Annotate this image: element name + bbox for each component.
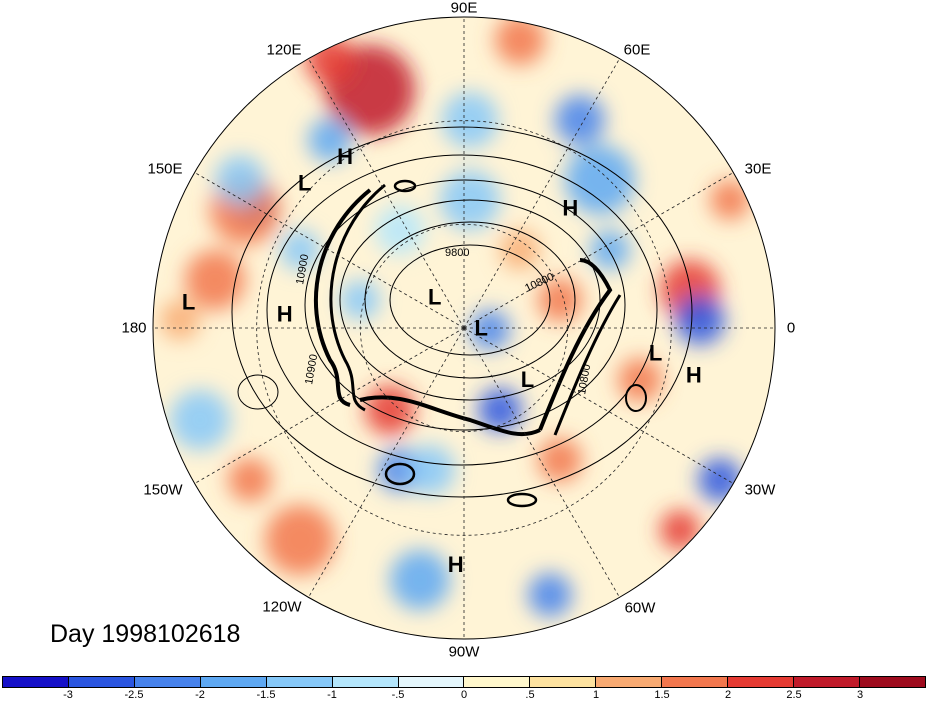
meridian-line: [463, 172, 734, 329]
lon-label-60e: 60E: [623, 41, 651, 59]
anomaly-blob: [170, 390, 230, 450]
anomaly-blob: [590, 230, 630, 270]
colorbar-tick-label: -2: [195, 689, 205, 701]
colorbar-tick-label: 2: [724, 689, 732, 701]
lon-label-150e: 150E: [147, 160, 183, 178]
colorbar-swatch: [530, 677, 597, 687]
lon-label-120e: 120E: [266, 41, 302, 59]
anomaly-blob: [215, 155, 265, 205]
anomaly-blob: [365, 385, 415, 435]
low-pressure-label: L: [521, 367, 534, 392]
height-contours: 9800 10800 10800 10900 10900: [231, 126, 693, 508]
anomaly-blob: [710, 180, 750, 220]
low-pressure-label: L: [428, 284, 441, 309]
colorbar-tick-label: 2.5: [786, 689, 802, 701]
colorbar-swatch: [728, 677, 795, 687]
colorbar-swatch: [794, 677, 860, 687]
contour-label: 10800: [576, 363, 593, 395]
colorbar-swatch: [662, 677, 729, 687]
map-boundary: [152, 16, 776, 640]
colorbar-tick-label: -1.5: [256, 689, 276, 701]
colorbar-swatch: [859, 677, 925, 687]
lon-label-60w: 60W: [624, 599, 656, 617]
colorbar-swatch: [3, 677, 69, 687]
lon-label-90w: 90W: [448, 643, 480, 661]
anomaly-blob: [528, 573, 572, 617]
high-pressure-label: H: [448, 552, 464, 577]
low-pressure-label: L: [182, 290, 195, 315]
anomaly-blob: [470, 310, 510, 350]
anomaly-blob: [340, 280, 380, 320]
anomaly-blob: [185, 250, 245, 310]
high-pressure-label: H: [277, 301, 293, 326]
colorbar-tick-label: -3: [63, 689, 73, 701]
colorbar-swatch: [266, 677, 333, 687]
meridian-line: [308, 58, 465, 329]
anomaly-blob: [375, 205, 425, 255]
colorbar-swatch: [596, 677, 663, 687]
low-pressure-label: L: [649, 341, 662, 366]
map-title: Day 1998102618: [50, 620, 241, 648]
colorbar-swatch: [332, 677, 399, 687]
anomaly-blob: [495, 17, 545, 65]
lon-label-0: 0: [786, 319, 796, 337]
anomaly-blob: [442, 92, 498, 148]
colorbar-swatch: [134, 677, 201, 687]
colorbar-tick-label: 1.5: [654, 689, 670, 701]
anomaly-blob: [390, 550, 450, 610]
lon-label-90e: 90E: [450, 0, 478, 17]
anomaly-blob: [565, 145, 635, 215]
latitude-circle: [256, 120, 672, 536]
colorbar-tick-label: 1: [592, 689, 600, 701]
colorbar-tick-label: .5: [525, 689, 535, 701]
colorbar: [2, 676, 926, 688]
contour-label: 10900: [294, 253, 311, 285]
lon-label-30e: 30E: [744, 160, 772, 178]
colorbar-tick-label: 3: [856, 689, 864, 701]
anomaly-blob: [675, 295, 725, 345]
lon-label-120w: 120W: [262, 598, 302, 616]
anomaly-blob: [538, 438, 582, 482]
contour-label: 10900: [303, 353, 320, 385]
colorbar-tick-label: -2.5: [124, 689, 144, 701]
anomaly-blob: [555, 95, 605, 145]
contour-label: 9800: [445, 247, 469, 259]
colorbar-swatch: [68, 677, 135, 687]
colorbar-swatch: [464, 677, 531, 687]
low-pressure-label: L: [298, 170, 311, 195]
lon-label-30w: 30W: [744, 481, 776, 499]
meridian-line: [308, 327, 465, 598]
anomaly-blob: [618, 358, 662, 402]
meridian-line: [194, 327, 465, 484]
colorbar-tick-label: 0: [460, 689, 468, 701]
lon-label-180: 180: [121, 319, 147, 337]
meridian-line: [194, 172, 465, 329]
high-pressure-label: H: [562, 196, 578, 221]
anomaly-blob: [308, 118, 352, 162]
colorbar-swatch: [200, 677, 267, 687]
anomaly-blob: [660, 510, 700, 550]
colorbar-tick-label: -.5: [391, 689, 405, 701]
anomaly-blob: [500, 230, 540, 270]
lon-label-150w: 150W: [143, 481, 183, 499]
anomaly-blob: [160, 300, 200, 340]
anomaly-blob: [280, 230, 320, 270]
graticule: [153, 17, 775, 639]
anomaly-blob: [265, 505, 335, 575]
meridian-line: [463, 327, 620, 598]
high-pressure-label: H: [337, 144, 353, 169]
anomaly-blob: [405, 445, 455, 495]
meridian-line: [463, 327, 734, 484]
colorbar-swatch: [398, 677, 465, 687]
high-pressure-label: H: [686, 363, 702, 388]
colorbar-tick-label: -1: [327, 689, 337, 701]
anomaly-blob: [305, 35, 355, 85]
anomaly-blob: [228, 458, 272, 502]
meridian-line: [463, 58, 620, 329]
low-pressure-label: L: [474, 315, 487, 340]
